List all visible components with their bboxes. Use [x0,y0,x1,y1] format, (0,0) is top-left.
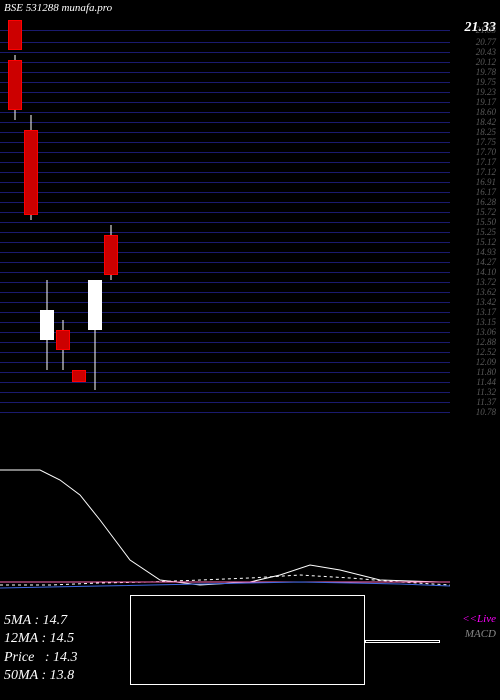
indicator-line-main [0,470,440,585]
chart-header: BSE 531288 munafa.pro [4,2,112,14]
info-box [130,595,365,685]
stat-50ma: 50MA : 13.8 [4,667,77,685]
stat-5ma: 5MA : 14.7 [4,612,77,630]
stats-box: 5MA : 14.7 12MA : 14.5 Price : 14.3 50MA… [4,612,77,685]
live-label: <<Live [462,613,496,625]
indicator-line-blue [0,582,450,588]
ticker-label: BSE 531288 [4,2,59,14]
stat-12ma: 12MA : 14.5 [4,630,77,648]
stat-price: Price : 14.3 [4,649,77,667]
watermark-label: munafa.pro [61,2,112,14]
macd-label: MACD [465,628,496,640]
info-box [365,640,440,643]
chart-container: BSE 531288 munafa.pro 21.33 21.0520.7720… [0,0,500,700]
